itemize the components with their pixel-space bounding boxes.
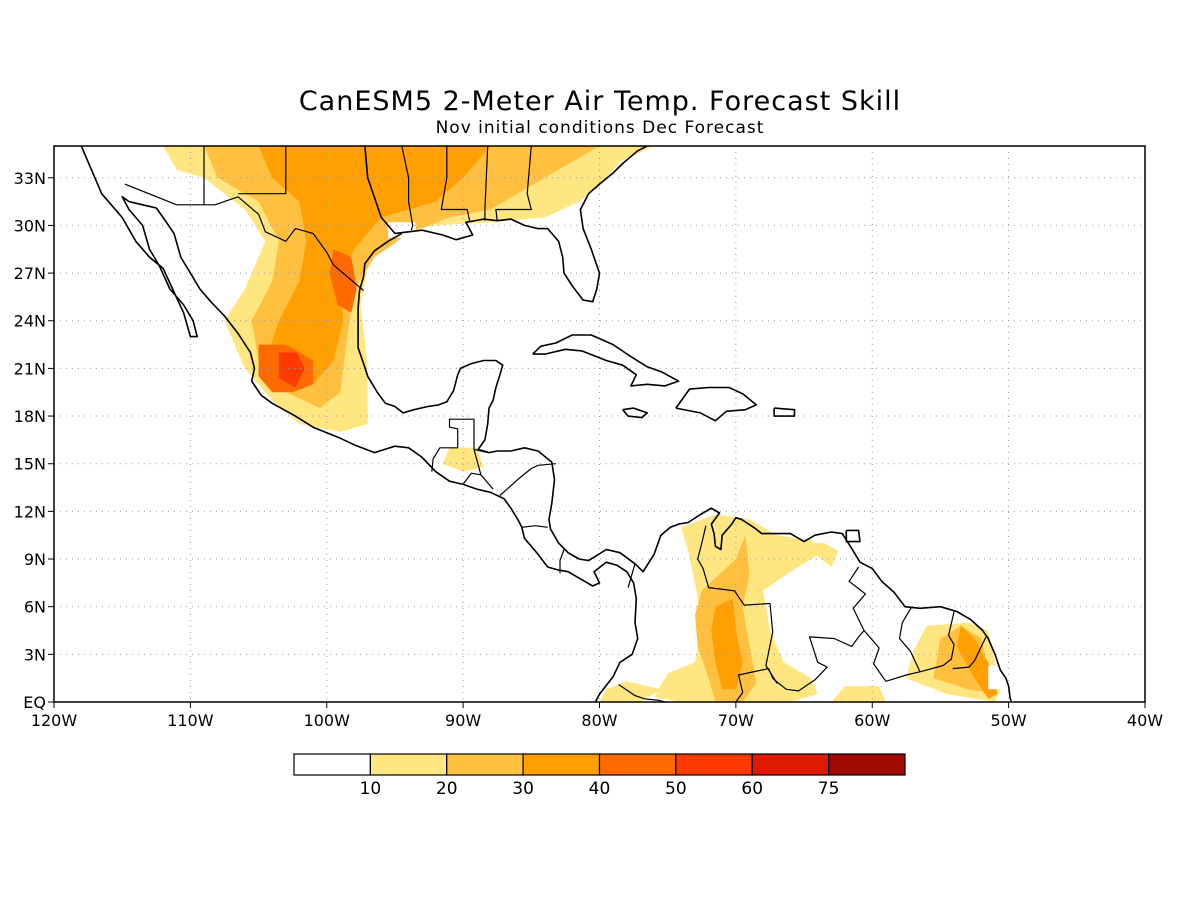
political-borders <box>124 146 988 702</box>
lat-tick-label: 6N <box>24 598 46 617</box>
lat-tick-label: 15N <box>14 455 46 474</box>
map-title: CanESM5 2-Meter Air Temp. Forecast Skill <box>298 86 902 117</box>
legend-label: 20 <box>436 779 458 799</box>
border-6 <box>495 146 532 221</box>
lon-tick-label: 110W <box>167 711 214 730</box>
coastline-0 <box>80 146 639 702</box>
coastline-2 <box>358 232 403 291</box>
legend-label: 30 <box>512 779 534 799</box>
legend-swatch <box>751 753 830 776</box>
legend-label: 10 <box>360 779 382 799</box>
lon-tick-label: 60W <box>854 711 890 730</box>
legend-swatch <box>369 753 448 776</box>
lat-tick-label: 30N <box>14 216 46 235</box>
lat-lon-gridlines <box>54 146 1145 702</box>
skill-region-6 <box>442 447 484 472</box>
legend-swatch <box>293 753 371 776</box>
lon-tick-label: 40W <box>1127 711 1163 730</box>
legend-label: 60 <box>741 779 763 799</box>
border-12 <box>521 525 548 528</box>
color-legend: 10 20 30 40 50 60 75 <box>293 753 906 799</box>
lat-tick-label: 18N <box>14 407 46 426</box>
skill-region-12 <box>956 625 998 699</box>
plot-frame <box>53 145 1146 703</box>
legend-swatch <box>446 753 524 776</box>
lat-tick-label: 3N <box>24 645 46 664</box>
coastline-7 <box>773 407 796 417</box>
lat-tick-label: 21N <box>14 359 46 378</box>
border-18 <box>863 630 921 682</box>
legend-label: 75 <box>818 779 840 799</box>
skill-region-0 <box>101 146 655 432</box>
border-14 <box>627 563 636 588</box>
border-3 <box>401 146 414 231</box>
legend-swatch <box>675 753 753 776</box>
border-16 <box>618 684 666 702</box>
coastline-6 <box>675 386 758 422</box>
skill-region-5 <box>279 352 305 388</box>
lon-tick-label: 120W <box>31 711 78 730</box>
skill-region-2 <box>258 146 491 385</box>
lon-tick-label: 100W <box>304 711 351 730</box>
border-17 <box>777 566 867 692</box>
skill-region-9 <box>711 598 743 690</box>
border-7 <box>431 418 475 472</box>
lon-tick-label: 80W <box>581 711 617 730</box>
border-10 <box>473 449 482 475</box>
legend-swatch <box>828 753 906 776</box>
lon-tick-label: 90W <box>445 711 481 730</box>
lat-tick-label: 27N <box>14 264 46 283</box>
lat-tick-label: 24N <box>14 312 46 331</box>
legend-label: 50 <box>665 779 687 799</box>
coastline-8 <box>845 529 861 543</box>
lat-tick-label: 12N <box>14 502 46 521</box>
border-19 <box>898 606 921 673</box>
border-0 <box>124 183 364 292</box>
skill-shading <box>101 146 1002 702</box>
longitude-axis: 120W 110W 100W 90W 80W 70W 60W 50W 40W <box>31 702 1163 730</box>
border-5 <box>484 146 489 221</box>
border-8 <box>473 448 488 454</box>
legend-label: 40 <box>589 779 611 799</box>
legend-swatch <box>598 753 677 776</box>
legend-swatch <box>522 753 601 776</box>
coastline-3 <box>357 290 1013 702</box>
lat-tick-label: 9N <box>24 550 46 569</box>
border-9 <box>462 472 494 490</box>
skill-region-3 <box>329 249 357 313</box>
border-2 <box>238 146 287 195</box>
lon-tick-label: 50W <box>991 711 1027 730</box>
latitude-axis: EQ 3N 6N 9N 12N 15N 18N 21N 24N 27N 30N 33N <box>14 169 54 712</box>
border-22 <box>735 667 779 702</box>
lat-tick-label: 33N <box>14 169 46 188</box>
skill-region-15 <box>831 686 886 702</box>
skill-region-13 <box>804 543 839 567</box>
border-21 <box>952 635 988 670</box>
border-4 <box>440 146 471 223</box>
missing-data-patch-1 <box>988 665 1002 690</box>
coastline-1 <box>364 146 648 303</box>
border-20 <box>919 611 955 673</box>
coastline-4 <box>532 334 680 387</box>
border-11 <box>499 463 556 496</box>
lat-tick-label: EQ <box>23 693 46 712</box>
coastline-5 <box>622 407 649 419</box>
coastlines <box>80 146 1013 702</box>
lon-tick-label: 70W <box>718 711 754 730</box>
border-13 <box>559 549 565 574</box>
map-subtitle: Nov initial conditions Dec Forecast <box>435 118 765 138</box>
